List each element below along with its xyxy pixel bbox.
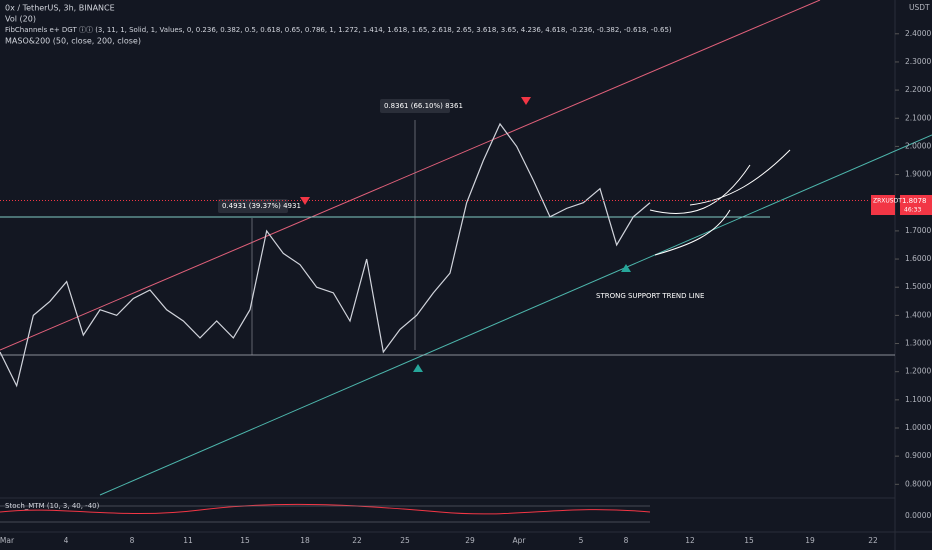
x-tick-label: 11 bbox=[183, 536, 193, 545]
title: 0x / TetherUS, 3h, BINANCE bbox=[5, 4, 115, 13]
x-tick-label: Mar bbox=[0, 536, 15, 545]
stoch-title: Stoch_MTM (10, 3, 40, -40) bbox=[5, 502, 100, 510]
last-price-symbol-box bbox=[871, 195, 895, 215]
x-tick-label: 4 bbox=[64, 536, 69, 545]
x-tick-label: 22 bbox=[868, 536, 878, 545]
indicator: MASO&200 (50, close, 200, close) bbox=[5, 37, 141, 46]
y-tick-label: 2.4000 bbox=[905, 29, 931, 38]
indicator: Vol (20) bbox=[5, 15, 36, 24]
x-tick-label: Apr bbox=[513, 536, 527, 545]
countdown: 46:33 bbox=[904, 207, 921, 214]
y-tick-label: 1.1000 bbox=[905, 395, 931, 404]
projection-path bbox=[654, 209, 731, 256]
stoch-tick: 0.0000 bbox=[905, 511, 931, 520]
y-tick-label: 1.5000 bbox=[905, 282, 931, 291]
projection-path bbox=[649, 164, 751, 215]
last-price-symbol: ZRXUSDT bbox=[873, 198, 902, 205]
currency: USDT bbox=[909, 3, 930, 12]
annotation-box bbox=[218, 199, 288, 213]
annotation: STRONG SUPPORT TREND LINE bbox=[596, 292, 704, 300]
y-tick-label: 2.1000 bbox=[905, 113, 931, 122]
annotation-box bbox=[380, 99, 450, 113]
price-line bbox=[0, 122, 651, 388]
x-tick-label: 8 bbox=[624, 536, 629, 545]
projection-path bbox=[689, 149, 791, 206]
y-tick-label: 1.7000 bbox=[905, 226, 931, 235]
upper-channel-line bbox=[0, 0, 821, 351]
y-tick-label: 1.6000 bbox=[905, 254, 931, 263]
y-tick-label: 1.3000 bbox=[905, 339, 931, 348]
y-tick-label: 1.9000 bbox=[905, 170, 931, 179]
indicator: FibChannels e+ DGT ⓘⓘ (3, 11, 1, Solid, … bbox=[5, 26, 672, 34]
y-tick-label: 0.8000 bbox=[905, 479, 931, 488]
arrow-down bbox=[521, 97, 531, 105]
y-tick-label: 1.4000 bbox=[905, 310, 931, 319]
y-tick-label: 2.0000 bbox=[905, 141, 931, 150]
y-tick-label: 1.0000 bbox=[905, 423, 931, 432]
annotation: 0.4931 (39.37%) 4931 bbox=[222, 202, 301, 210]
x-tick-label: 22 bbox=[352, 536, 362, 545]
x-tick-label: 29 bbox=[465, 536, 475, 545]
y-tick-label: 0.9000 bbox=[905, 451, 931, 460]
x-tick-label: 12 bbox=[685, 536, 695, 545]
support-trend-line bbox=[99, 134, 932, 496]
annotation: 0.8361 (66.10%) 8361 bbox=[384, 102, 463, 110]
x-tick-label: 18 bbox=[300, 536, 310, 545]
arrow-up bbox=[621, 264, 631, 272]
y-tick-label: 2.2000 bbox=[905, 85, 931, 94]
y-tick-label: 2.3000 bbox=[905, 57, 931, 66]
x-tick-label: 15 bbox=[240, 536, 250, 545]
x-tick-label: 25 bbox=[400, 536, 410, 545]
x-tick-label: 15 bbox=[744, 536, 754, 545]
y-tick-label: 1.2000 bbox=[905, 367, 931, 376]
arrow-up bbox=[413, 364, 423, 372]
last-price-box bbox=[900, 195, 932, 215]
x-tick-label: 8 bbox=[130, 536, 135, 545]
x-tick-label: 5 bbox=[579, 536, 584, 545]
x-tick-label: 19 bbox=[805, 536, 815, 545]
last-price: 1.8078 bbox=[902, 197, 927, 205]
arrow-down bbox=[300, 197, 310, 205]
stoch-line bbox=[0, 503, 651, 515]
